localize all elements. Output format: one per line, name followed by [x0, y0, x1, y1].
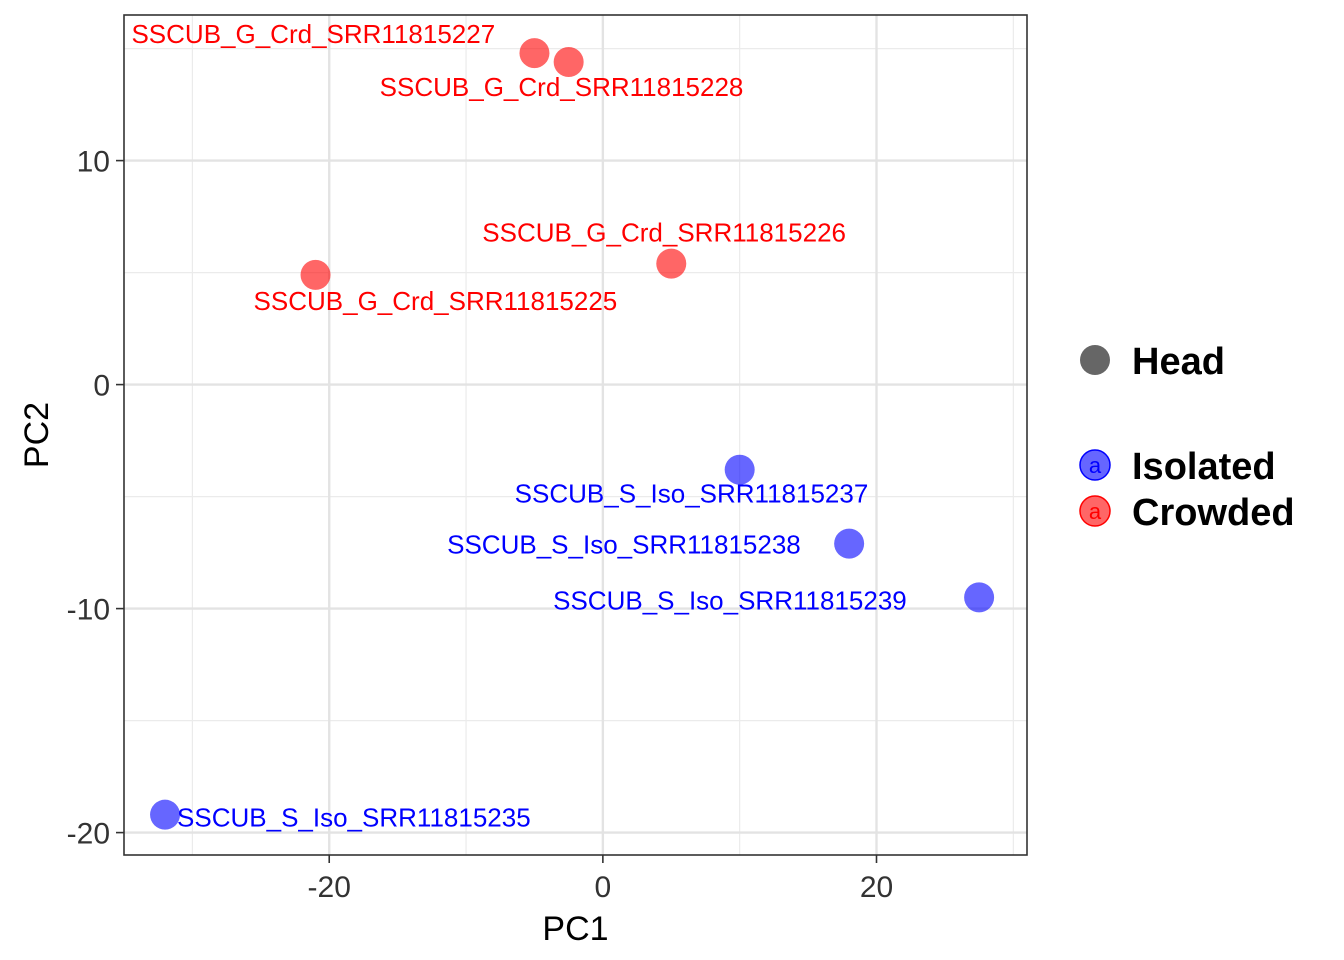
legend: Head a Isolated a Crowded [1079, 341, 1295, 534]
data-point-crowded [300, 259, 331, 290]
legend-key-glyph: a [1089, 499, 1102, 524]
y-tick-label: -10 [67, 594, 110, 627]
point-label: SSCUB_S_Iso_SRR11815238 [447, 530, 801, 560]
panel-border [123, 14, 1028, 856]
y-tick-label: 10 [77, 146, 110, 179]
point-labels: SSCUB_S_Iso_SRR11815235 SSCUB_S_Iso_SRR11… [131, 19, 906, 833]
legend-shape-title: Head [1132, 341, 1225, 383]
x-tick-label: 20 [860, 871, 893, 904]
legend-key-isolated [1079, 449, 1111, 481]
data-point-crowded [553, 47, 584, 78]
data-point-isolated [964, 582, 995, 613]
axes: -20 0 20 -20 -10 0 10 [67, 146, 894, 904]
legend-entry-label: Isolated [1132, 446, 1276, 488]
point-label: SSCUB_S_Iso_SRR11815239 [553, 585, 907, 615]
legend-shape-key [1080, 345, 1110, 375]
y-tick-label: -20 [67, 818, 110, 851]
y-axis-title: PC2 [18, 402, 56, 468]
legend-color-entries: a Isolated a Crowded [1079, 446, 1295, 534]
data-point-isolated [834, 528, 865, 559]
data-point-crowded [656, 248, 687, 279]
data-point-isolated [150, 799, 181, 830]
point-label: SSCUB_G_Crd_SRR11815225 [254, 286, 618, 316]
point-label: SSCUB_G_Crd_SRR11815226 [482, 218, 846, 248]
point-label: SSCUB_S_Iso_SRR11815235 [177, 803, 531, 833]
legend-key-crowded [1079, 495, 1111, 527]
x-axis-title: PC1 [542, 910, 608, 948]
y-tick-label: 0 [93, 370, 110, 403]
point-label: SSCUB_S_Iso_SRR11815237 [515, 479, 869, 509]
legend-entry-label: Crowded [1132, 492, 1295, 534]
data-point-isolated [724, 454, 755, 485]
data-point-crowded [519, 38, 550, 69]
point-label: SSCUB_G_Crd_SRR11815227 [131, 19, 495, 49]
legend-key-glyph: a [1089, 453, 1102, 478]
point-label: SSCUB_G_Crd_SRR11815228 [380, 72, 744, 102]
grid-lines [124, 15, 1027, 855]
data-points [150, 38, 995, 830]
x-tick-label: 0 [595, 871, 612, 904]
x-tick-label: -20 [308, 871, 351, 904]
